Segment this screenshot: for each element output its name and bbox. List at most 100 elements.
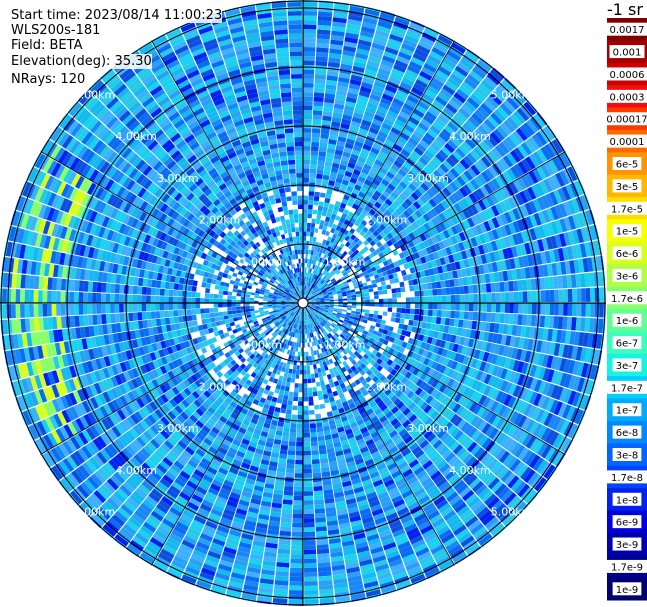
ppi-cell [323, 294, 329, 298]
ppi-cell [361, 267, 367, 273]
ppi-cell [316, 289, 321, 293]
ppi-cell [343, 219, 350, 226]
ppi-cell [400, 292, 406, 298]
ppi-cell [315, 413, 322, 419]
ppi-cell [343, 109, 354, 117]
ppi-cell [342, 271, 348, 277]
ppi-cell [499, 237, 507, 249]
ppi-cell [307, 254, 311, 260]
ppi-cell [471, 131, 483, 144]
ppi-cell [374, 299, 379, 303]
ppi-cell [314, 223, 320, 229]
ppi-cell [329, 298, 334, 301]
ppi-cell [551, 157, 563, 172]
ppi-cell [360, 258, 367, 264]
ppi-cell [551, 174, 562, 189]
ppi-cell [320, 233, 325, 240]
ppi-cell [580, 227, 589, 243]
ppi-cell [561, 186, 571, 201]
ppi-cell [290, 418, 297, 424]
ppi-cell [312, 119, 322, 125]
ppi-cell [314, 285, 318, 290]
ppi-cell [410, 303, 415, 309]
ppi-cell [325, 193, 332, 200]
ppi-cell [314, 87, 325, 94]
ppi-cell [347, 255, 353, 261]
ppi-cell [335, 263, 341, 269]
ppi-cell [369, 275, 376, 281]
ppi-cell [495, 313, 501, 323]
ppi-cell [380, 147, 390, 156]
ppi-cell [374, 306, 379, 311]
ppi-cell [424, 149, 435, 160]
ppi-cell [378, 251, 385, 258]
ppi-cell [358, 90, 371, 98]
ppi-cell [345, 166, 354, 174]
ppi-cell [371, 223, 379, 230]
ppi-cell [408, 116, 420, 126]
ppi-cell [309, 177, 316, 183]
ppi-cell [352, 145, 362, 152]
ppi-cell [371, 279, 377, 285]
ppi-cell [316, 233, 322, 239]
ppi-cell [528, 136, 540, 151]
ppi-cell [303, 509, 315, 514]
ppi-cell [426, 162, 436, 173]
ppi-cell [531, 184, 541, 198]
ppi-cell [351, 224, 358, 231]
ppi-cell [368, 313, 374, 318]
ppi-cell [278, 539, 291, 546]
ppi-cell [434, 242, 441, 252]
ppi-cell [306, 222, 312, 228]
ppi-cell [313, 96, 324, 103]
ppi-cell [554, 303, 559, 316]
ppi-cell [307, 383, 312, 388]
ppi-cell [413, 146, 424, 157]
ppi-cell [468, 294, 474, 303]
ppi-cell [435, 95, 448, 107]
ppi-cell [519, 243, 527, 256]
ppi-cell [495, 239, 503, 250]
ppi-cell [352, 188, 360, 195]
ppi-cell [409, 291, 415, 297]
ppi-cell [506, 96, 520, 110]
ppi-cell [431, 226, 439, 236]
ppi-cell [314, 246, 318, 252]
ppi-cell [438, 240, 446, 250]
ppi-cell [441, 288, 447, 296]
ppi-cell [432, 156, 443, 166]
ppi-cell [328, 274, 333, 280]
ppi-cell [409, 203, 418, 213]
ppi-cell [305, 290, 307, 295]
ppi-cell [383, 159, 393, 168]
ppi-cell [360, 26, 376, 34]
ppi-cell [372, 118, 383, 127]
ppi-cell [381, 178, 390, 187]
ppi-cell [421, 135, 433, 146]
ppi-cell [288, 445, 296, 451]
ppi-cell [303, 369, 307, 375]
ppi-cell [426, 210, 435, 220]
ppi-cell [401, 257, 408, 265]
ppi-cell [311, 141, 320, 147]
ppi-cell [288, 594, 303, 600]
ppi-cell [279, 526, 292, 532]
ppi-cell [323, 170, 331, 176]
ppi-cell [474, 109, 487, 122]
ppi-cell [318, 252, 322, 258]
ppi-cell [466, 206, 475, 217]
ppi-cell [328, 293, 333, 297]
ppi-cell [412, 278, 418, 286]
ppi-cell [445, 184, 456, 195]
ppi-cell [419, 194, 429, 204]
ppi-cell [284, 481, 294, 487]
ppi-cell [330, 213, 337, 220]
ppi-cell [559, 152, 571, 168]
ppi-cell [303, 191, 309, 196]
ppi-cell [362, 233, 370, 240]
ppi-cell [392, 123, 404, 132]
ppi-cell [437, 114, 450, 125]
ppi-cell [499, 225, 508, 237]
ppi-cell [317, 24, 332, 31]
ppi-cell [313, 105, 323, 111]
